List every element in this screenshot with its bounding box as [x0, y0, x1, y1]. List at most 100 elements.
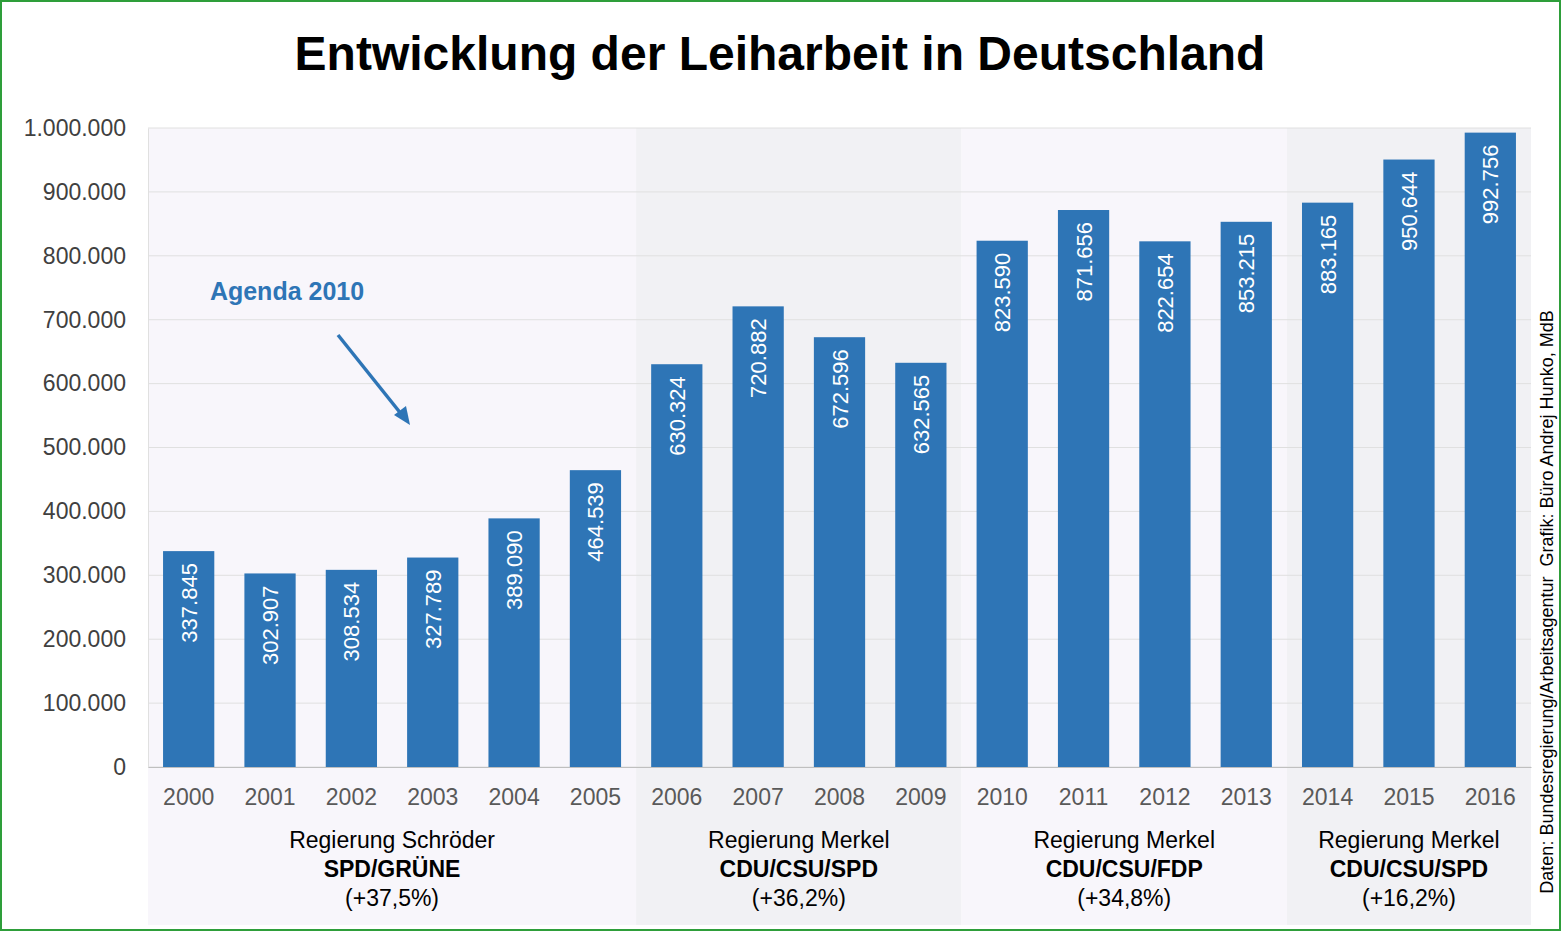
annotation-text: Agenda 2010: [210, 277, 364, 305]
y-tick: 600.000: [43, 370, 148, 396]
period-change: (+37,5%): [345, 885, 439, 911]
data-label: 630.324: [665, 376, 690, 456]
bar: [1465, 133, 1516, 767]
bar: [1221, 222, 1272, 767]
y-tick-label: 1.000.000: [24, 115, 126, 141]
bar: [1058, 210, 1109, 767]
x-tick-label: 2002: [326, 784, 377, 810]
period-parties: CDU/CSU/SPD: [720, 856, 878, 882]
period-band: [148, 128, 636, 925]
period-parties: SPD/GRÜNE: [324, 856, 461, 882]
y-tick: 700.000: [43, 307, 148, 333]
x-axis-line: [149, 767, 1532, 768]
x-tick-label: 2004: [489, 784, 540, 810]
data-label: 337.845: [177, 563, 202, 643]
data-label: 389.090: [502, 530, 527, 610]
annotation: Agenda 2010: [210, 277, 410, 425]
period-labels: Regierung Schröder SPD/GRÜNE (+37,5%) Regie…: [289, 827, 1500, 911]
data-label: 950.644: [1397, 172, 1422, 252]
data-label: 672.596: [828, 349, 853, 429]
bar: [977, 241, 1028, 767]
x-tick-label: 2009: [895, 784, 946, 810]
data-label: 822.654: [1153, 253, 1178, 333]
x-tick: 2016: [1465, 767, 1516, 810]
bar: [163, 551, 214, 767]
y-tick-label: 0: [113, 754, 126, 780]
x-tick-label: 2010: [977, 784, 1028, 810]
grid-line: [148, 128, 1531, 129]
y-tick-label: 600.000: [43, 370, 126, 396]
y-tick: 300.000: [43, 562, 148, 588]
x-tick: 2009: [895, 767, 946, 810]
x-tick-label: 2001: [244, 784, 295, 810]
x-tick: 2015: [1383, 767, 1434, 810]
data-labels: 337.845302.907308.534327.789389.090464.5…: [177, 145, 1504, 665]
bar: [488, 518, 539, 767]
y-tick-label: 400.000: [43, 498, 126, 524]
x-tick-label: 2015: [1383, 784, 1434, 810]
annotation-arrowhead: [394, 406, 410, 425]
period-bands: [148, 128, 1531, 925]
y-axis-line: [148, 129, 149, 768]
x-tick-label: 2012: [1139, 784, 1190, 810]
bar: [651, 364, 702, 767]
x-tick: 2014: [1302, 767, 1353, 810]
x-tick-label: 2006: [651, 784, 702, 810]
period-label: Regierung Merkel: [1033, 827, 1215, 853]
x-tick-label: 2007: [733, 784, 784, 810]
bar: [814, 337, 865, 767]
x-tick-label: 2016: [1465, 784, 1516, 810]
x-tick-label: 2014: [1302, 784, 1353, 810]
x-tick-label: 2000: [163, 784, 214, 810]
y-tick-label: 500.000: [43, 434, 126, 460]
y-tick: 100.000: [43, 690, 148, 716]
y-tick: 500.000: [43, 434, 148, 460]
data-label: 302.907: [258, 585, 283, 665]
title: Entwicklung der Leiharbeit in Deutschlan…: [295, 27, 1266, 80]
period-label: Regierung Schröder: [289, 827, 495, 853]
x-tick: 2012: [1139, 767, 1190, 810]
x-tick: 2007: [733, 767, 784, 810]
grid: [148, 128, 1531, 767]
x-tick: 2008: [814, 767, 865, 810]
x-tick: 2001: [244, 767, 295, 810]
data-label: 883.165: [1316, 215, 1341, 295]
bar: [1383, 160, 1434, 767]
x-tick-label: 2003: [407, 784, 458, 810]
x-tick: 2004: [489, 767, 540, 810]
y-tick-label: 100.000: [43, 690, 126, 716]
frame: [1, 1, 1560, 930]
x-tick: 2013: [1221, 767, 1272, 810]
bar: [407, 558, 458, 767]
y-tick: 400.000: [43, 498, 148, 524]
y-tick-label: 300.000: [43, 562, 126, 588]
data-label: 464.539: [583, 482, 608, 562]
y-tick: 900.000: [43, 179, 148, 205]
data-label: 720.882: [746, 318, 771, 398]
y-tick: 1.000.000: [24, 115, 148, 141]
data-label: 308.534: [339, 582, 364, 662]
x-axis: 2000 2001 2002 2003 2004 2005 2006 2007 2008 2009…: [149, 767, 1532, 810]
x-tick: 2003: [407, 767, 458, 810]
y-tick-label: 900.000: [43, 179, 126, 205]
y-tick-label: 800.000: [43, 243, 126, 269]
x-tick: 2005: [570, 767, 621, 810]
period-band: [962, 128, 1287, 925]
bar: [895, 363, 946, 767]
x-tick-label: 2013: [1221, 784, 1272, 810]
data-label: 823.590: [990, 253, 1015, 333]
chart: 0 100.000 200.000 300.000 400.000 500.000 600.…: [0, 0, 1561, 931]
bar: [733, 306, 784, 767]
bar: [1139, 241, 1190, 767]
data-label: 871.656: [1072, 222, 1097, 302]
x-tick: 2000: [163, 767, 214, 810]
data-label: 853.215: [1234, 234, 1259, 314]
period-label: Regierung Merkel: [708, 827, 890, 853]
y-tick-label: 200.000: [43, 626, 126, 652]
period-parties: CDU/CSU/FDP: [1046, 856, 1203, 882]
bar: [570, 470, 621, 767]
period-label: Regierung Merkel: [1318, 827, 1500, 853]
period-band: [1287, 128, 1531, 925]
bars: [163, 133, 1516, 767]
period-change: (+34,8%): [1077, 885, 1171, 911]
